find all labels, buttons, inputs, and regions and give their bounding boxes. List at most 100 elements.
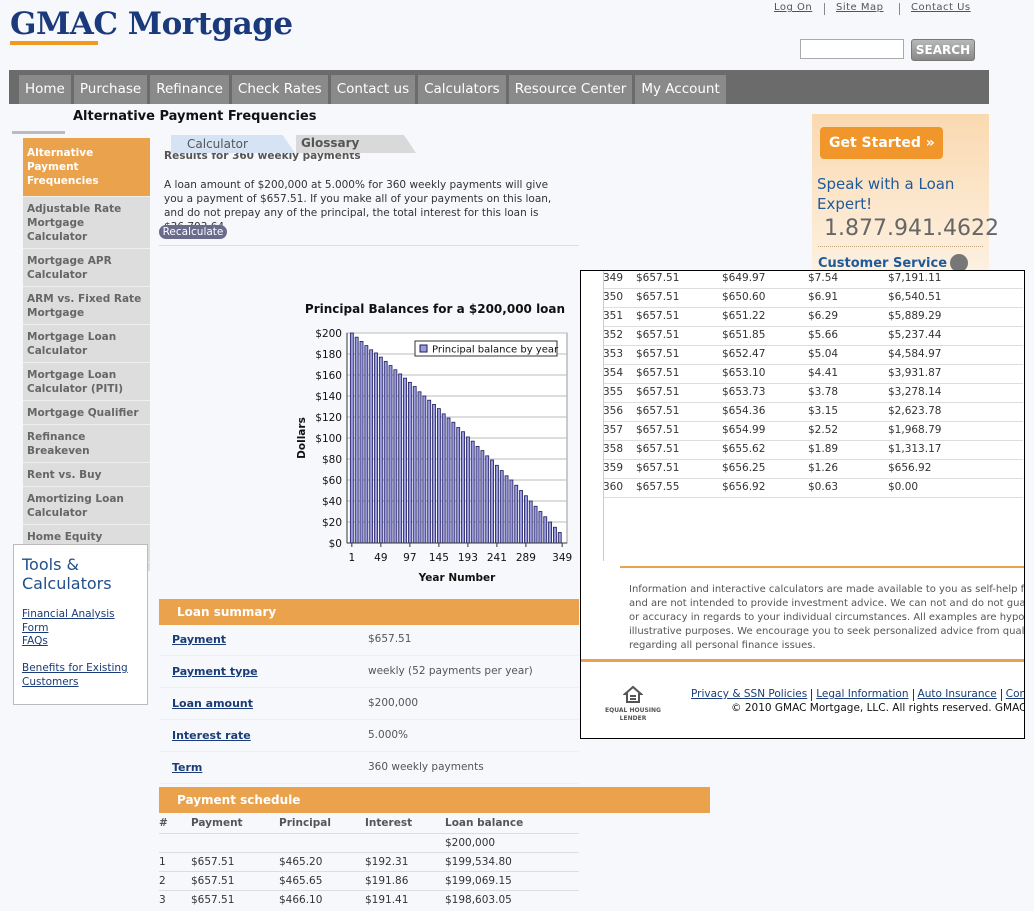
sidebar-item[interactable]: Mortgage Qualifier [23, 401, 150, 425]
schedule-cell: $4,584.97 [888, 348, 942, 360]
nav-tab[interactable]: Calculators [418, 75, 506, 104]
schedule-cell: 350 [603, 291, 624, 303]
schedule-cell: $657.51 [636, 310, 680, 322]
schedule-rule [159, 852, 579, 853]
top-link-separator [899, 3, 900, 15]
house-icon [622, 685, 644, 703]
summary-label[interactable]: Term [172, 761, 203, 774]
schedule-cell: $657.51 [636, 367, 680, 379]
schedule-cell: $0.63 [808, 481, 839, 493]
sidebar-item[interactable]: Mortgage Loan Calculator [23, 325, 150, 363]
nav-tab[interactable]: Purchase [73, 75, 148, 104]
schedule-cell: $657.51 [191, 875, 235, 887]
bar [441, 413, 446, 544]
top-link[interactable]: Contact Us [911, 2, 971, 13]
x-tick-label: 241 [487, 552, 507, 564]
schedule-cell: $7,191.11 [888, 272, 942, 284]
tools-link[interactable]: Financial Analysis Form [22, 608, 115, 634]
schedule-popup: 349 $657.51 $649.97 $7.54 $7,191.11 350 $657.5… [580, 270, 1025, 739]
bar [354, 336, 359, 544]
nav-tab[interactable]: Home [19, 75, 71, 104]
search-input [800, 39, 904, 59]
schedule-cell: $465.65 [279, 875, 323, 887]
bar [499, 470, 504, 544]
footer-link[interactable]: Legal Information [816, 688, 909, 700]
bar [388, 365, 393, 544]
summary-label[interactable]: Interest rate [172, 729, 251, 742]
schedule-cell: $1.89 [808, 443, 839, 455]
schedule-header: Payment [191, 817, 243, 829]
bar [422, 395, 427, 544]
footer-link[interactable]: Privacy & SSN Policies [691, 688, 808, 700]
footer-link[interactable]: Auto Insurance [917, 688, 997, 700]
promo-heading: Speak with a Loan Expert! [817, 175, 955, 213]
tools-title: Tools & Calculators [22, 555, 112, 593]
schedule-cell: $191.86 [365, 875, 409, 887]
summary-label[interactable]: Payment [172, 633, 227, 646]
schedule-cell: $653.73 [722, 386, 766, 398]
tab[interactable]: Glossary [296, 135, 416, 153]
sidebar-item[interactable]: Rent vs. Buy [23, 463, 150, 487]
schedule-cell: $1,968.79 [888, 424, 942, 436]
schedule-cell: 357 [603, 424, 624, 436]
copyright: © 2010 GMAC Mortgage, LLC. All rights re… [731, 702, 1025, 714]
sidebar-item[interactable]: Mortgage APR Calculator [23, 249, 150, 287]
sidebar-item[interactable]: Refinance Breakeven [23, 425, 150, 463]
schedule-cell: $1.26 [808, 462, 839, 474]
bar [538, 511, 543, 544]
sidebar-item[interactable]: ARM vs. Fixed Rate Mortgage [23, 287, 150, 325]
footer-link[interactable]: Contact U [1005, 688, 1025, 700]
schedule-cell: $5,237.44 [888, 329, 942, 341]
bar [374, 352, 378, 544]
bar [557, 532, 562, 544]
x-tick-label: 289 [516, 552, 536, 564]
schedule-cell: $5.04 [808, 348, 839, 360]
schedule-rule [603, 459, 1023, 460]
customer-service-link[interactable]: Customer Service [818, 256, 948, 271]
tab[interactable]: Calculator [171, 135, 295, 153]
top-link[interactable]: Site Map [836, 2, 884, 13]
schedule-cell: $6.91 [808, 291, 839, 303]
schedule-cell: $657.51 [636, 443, 680, 455]
disclaimer-line: Information and interactive calculators … [629, 584, 1025, 595]
schedule-cell: $653.10 [722, 367, 766, 379]
schedule-cell: $657.51 [191, 856, 235, 868]
schedule-cell: $657.51 [636, 424, 680, 436]
bar [369, 349, 374, 544]
schedule-cell: $655.62 [722, 443, 766, 455]
nav-tab[interactable]: Contact us [330, 75, 416, 104]
schedule-rule [603, 440, 1023, 441]
x-tick-label: 1 [348, 552, 355, 564]
bar [383, 360, 388, 544]
tools-link[interactable]: FAQs [22, 635, 48, 647]
get-started-button[interactable]: Get Started » [820, 127, 943, 159]
top-link-separator [824, 3, 825, 15]
summary-label[interactable]: Payment type [172, 665, 258, 678]
schedule-rule [603, 345, 1023, 346]
schedule-rule [159, 833, 579, 834]
schedule-cell: $465.20 [279, 856, 323, 868]
summary-label[interactable]: Loan amount [172, 697, 254, 710]
sidebar-item[interactable]: Adjustable Rate Mortgage Calculator [23, 197, 150, 249]
tools-link[interactable]: Benefits for Existing Customers [22, 662, 128, 688]
chart-title: Principal Balances for a $200,000 loan [305, 302, 565, 316]
schedule-bar [159, 787, 710, 813]
equal-housing-logo: EQUAL HOUSING LENDER [603, 685, 663, 723]
sidebar-item[interactable]: Mortgage Loan Calculator (PITI) [23, 363, 150, 401]
schedule-rule [159, 890, 579, 891]
nav-tab[interactable]: Refinance [150, 75, 229, 104]
schedule-cell: 2 [159, 875, 166, 887]
search-button[interactable]: SEARCH [911, 39, 975, 61]
nav-tab[interactable]: Check Rates [231, 75, 328, 104]
nav-tab[interactable]: My Account [635, 75, 726, 104]
sidebar-item[interactable]: Amortizing Loan Calculator [23, 487, 150, 525]
recalculate-button[interactable]: Recalculate [159, 225, 227, 239]
schedule-cell: $656.92 [722, 481, 766, 493]
sidebar-item[interactable]: Alternative Payment Frequencies [23, 138, 150, 197]
top-link[interactable]: Log On [774, 2, 813, 13]
schedule-cell: $1,313.17 [888, 443, 942, 455]
schedule-cell: $0.00 [888, 481, 919, 493]
bar [451, 421, 456, 544]
nav-tab[interactable]: Resource Center [508, 75, 633, 104]
footer-separator [912, 689, 914, 701]
